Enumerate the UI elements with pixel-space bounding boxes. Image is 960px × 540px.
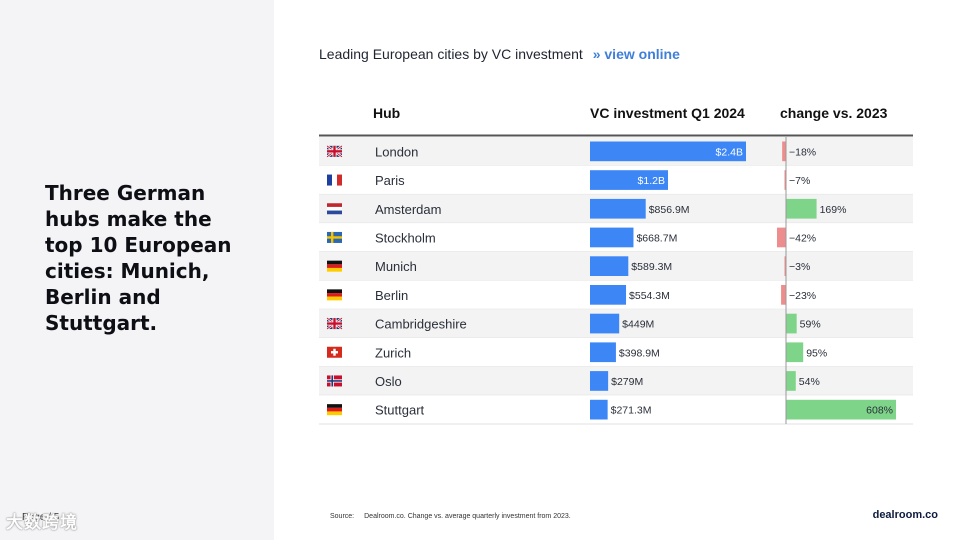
hub-label: London (375, 144, 418, 159)
investment-bar (590, 285, 627, 305)
hub-label: Zurich (375, 345, 411, 360)
change-value-label: −3% (789, 261, 810, 273)
change-value-label: 95% (806, 347, 827, 359)
slide-headline: Three German hubs make the top 10 Europe… (45, 181, 232, 335)
watermark: 大数跨境 (6, 513, 78, 533)
investment-bar (590, 313, 620, 334)
hub-label: Berlin (375, 288, 408, 303)
netherlands-flag-icon (327, 203, 342, 215)
change-bar (786, 342, 804, 363)
investment-bar (590, 371, 609, 391)
change-bar (784, 170, 786, 190)
investment-bar (590, 256, 629, 276)
hub-label: Paris (375, 173, 405, 188)
change-bar (784, 256, 786, 276)
investment-bar (590, 141, 746, 162)
change-value-label: 608% (866, 405, 893, 417)
investment-value-label: $589.3M (631, 261, 672, 273)
investment-value-label: $554.3M (629, 290, 670, 302)
germany-flag-icon (327, 260, 342, 272)
change-value-label: −18% (789, 146, 816, 158)
investment-bar (590, 227, 634, 248)
investment-bar (590, 342, 616, 363)
switzerland-flag-icon (327, 346, 342, 358)
change-value-label: −42% (789, 232, 816, 244)
france-flag-icon (327, 174, 342, 186)
hub-label: Stockholm (375, 230, 436, 245)
chart-title-text: Leading European cities by VC investment (319, 46, 583, 62)
table-row (319, 337, 913, 367)
hub-label: Amsterdam (375, 202, 441, 217)
investment-value-label: $668.7M (636, 232, 677, 244)
source-note: Source: Dealroom.co. Change vs. average q… (330, 513, 571, 520)
change-value-label: −23% (789, 290, 816, 302)
change-value-label: 54% (799, 376, 820, 388)
investment-bar (590, 198, 646, 219)
hub-label: Munich (375, 259, 417, 274)
change-bar (786, 399, 896, 420)
investment-value-label: $279M (611, 376, 643, 388)
investment-value-label: $856.9M (649, 204, 690, 216)
investment-value-label: $1.2B (638, 175, 665, 187)
hub-label: Stuttgart (375, 403, 425, 418)
change-value-label: −7% (789, 175, 810, 187)
investment-bar (590, 399, 608, 420)
uk-flag-icon (326, 317, 343, 331)
sweden-flag-icon (327, 231, 342, 243)
change-bar (786, 313, 797, 334)
column-header-hub: Hub (373, 105, 401, 121)
column-header-investment: VC investment Q1 2024 (590, 105, 745, 121)
column-header-change: change vs. 2023 (780, 105, 888, 121)
hub-label: Cambridgeshire (375, 317, 467, 332)
germany-flag-icon (327, 289, 342, 301)
source-label: Source: (330, 513, 355, 520)
page-number: Page / 5 (22, 512, 60, 523)
investment-value-label: $398.9M (619, 347, 660, 359)
investment-value-label: $271.3M (611, 405, 652, 417)
change-bar (777, 227, 786, 248)
hub-label: Oslo (375, 374, 402, 389)
investment-value-label: $2.4B (716, 146, 743, 158)
source-text: Dealroom.co. Change vs. average quarterl… (364, 513, 571, 520)
investment-value-label: $449M (622, 319, 654, 331)
investment-bar (590, 170, 668, 190)
change-bar (786, 371, 796, 391)
change-value-label: 169% (820, 204, 847, 216)
dealroom-logo: dealroom.co (872, 509, 938, 521)
germany-flag-icon (327, 404, 342, 416)
left-panel (0, 0, 274, 540)
view-online-link[interactable]: » view online (592, 46, 680, 62)
chart-title: Leading European cities by VC investment… (319, 46, 680, 62)
change-bar (782, 141, 786, 162)
norway-flag-icon (327, 375, 342, 387)
change-bar (781, 285, 786, 305)
table-row (319, 366, 913, 396)
uk-flag-icon (326, 144, 343, 158)
change-value-label: 59% (800, 319, 821, 331)
change-bar (786, 198, 817, 219)
